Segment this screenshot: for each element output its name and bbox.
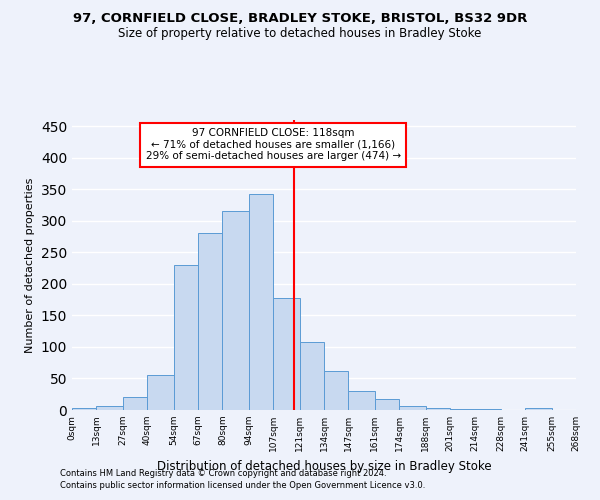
- Bar: [97, 406, 123, 410]
- Bar: [399, 406, 425, 410]
- Y-axis label: Number of detached properties: Number of detached properties: [25, 178, 35, 352]
- Bar: [525, 408, 551, 410]
- Bar: [173, 265, 198, 410]
- Bar: [72, 408, 97, 410]
- Text: Size of property relative to detached houses in Bradley Stoke: Size of property relative to detached ho…: [118, 28, 482, 40]
- Bar: [349, 391, 375, 410]
- Bar: [123, 398, 147, 410]
- Bar: [425, 408, 450, 410]
- Bar: [324, 371, 349, 410]
- Text: 97, CORNFIELD CLOSE, BRADLEY STOKE, BRISTOL, BS32 9DR: 97, CORNFIELD CLOSE, BRADLEY STOKE, BRIS…: [73, 12, 527, 26]
- Text: Contains HM Land Registry data © Crown copyright and database right 2024.: Contains HM Land Registry data © Crown c…: [60, 468, 386, 477]
- Bar: [249, 194, 273, 410]
- Bar: [299, 342, 324, 410]
- Bar: [223, 212, 249, 410]
- X-axis label: Distribution of detached houses by size in Bradley Stoke: Distribution of detached houses by size …: [157, 460, 491, 472]
- Text: 97 CORNFIELD CLOSE: 118sqm
← 71% of detached houses are smaller (1,166)
29% of s: 97 CORNFIELD CLOSE: 118sqm ← 71% of deta…: [146, 128, 401, 162]
- Bar: [198, 234, 223, 410]
- Bar: [450, 408, 475, 410]
- Bar: [147, 376, 173, 410]
- Bar: [273, 298, 299, 410]
- Text: Contains public sector information licensed under the Open Government Licence v3: Contains public sector information licen…: [60, 481, 425, 490]
- Bar: [375, 400, 399, 410]
